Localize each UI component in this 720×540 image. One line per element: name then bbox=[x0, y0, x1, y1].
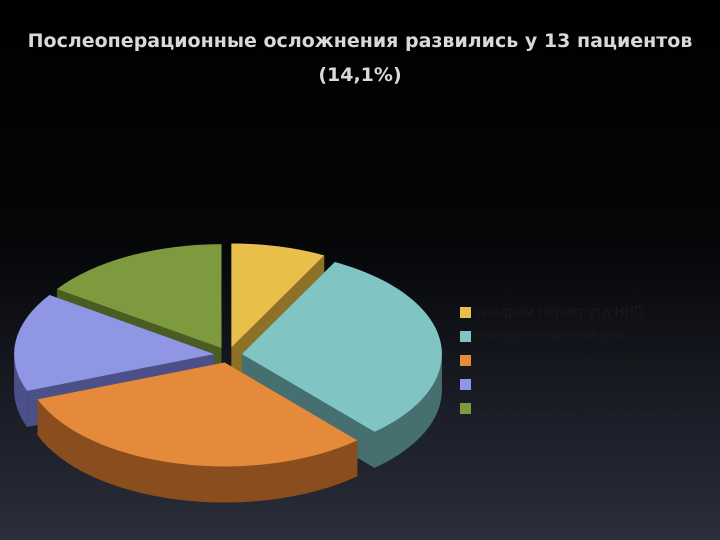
chart-legend: синдром перекрута ННП геморрагический шок… bbox=[460, 300, 678, 420]
pie-slice-4 bbox=[56, 244, 222, 349]
legend-swatch-4 bbox=[460, 402, 471, 414]
legend-label-2: скопления в зоне операции bbox=[475, 352, 666, 368]
slide-title-line-1: Послеоперационные осложнения развились у… bbox=[27, 30, 693, 52]
pie-slice-2 bbox=[37, 362, 358, 467]
legend-label-4: печеночная недостаточность bbox=[475, 400, 678, 416]
legend-swatch-0 bbox=[460, 306, 471, 318]
legend-label-0: синдром перекрута ННП bbox=[475, 304, 644, 320]
legend-item-2: скопления в зоне операции bbox=[460, 348, 678, 372]
pie-slice-rim-2 bbox=[37, 399, 358, 503]
legend-label-1: геморрагический шок bbox=[475, 328, 627, 344]
pie-slice-1 bbox=[241, 261, 442, 432]
legend-swatch-3 bbox=[460, 378, 471, 390]
legend-swatch-2 bbox=[460, 354, 471, 366]
legend-label-3: плевральный выпот bbox=[475, 376, 613, 392]
slide-title-line-2: (14,1%) bbox=[318, 64, 402, 86]
legend-item-4: печеночная недостаточность bbox=[460, 396, 678, 420]
pie-slice-rim-3 bbox=[14, 354, 28, 427]
pie-slice-rim-1 bbox=[374, 354, 442, 468]
pie-slice-0 bbox=[231, 243, 325, 348]
legend-item-3: плевральный выпот bbox=[460, 372, 678, 396]
legend-item-0: синдром перекрута ННП bbox=[460, 300, 678, 324]
legend-swatch-1 bbox=[460, 330, 471, 342]
pie-slice-3 bbox=[14, 294, 215, 391]
slide-title: Послеоперационные осложнения развились у… bbox=[20, 24, 700, 92]
legend-item-1: геморрагический шок bbox=[460, 324, 678, 348]
